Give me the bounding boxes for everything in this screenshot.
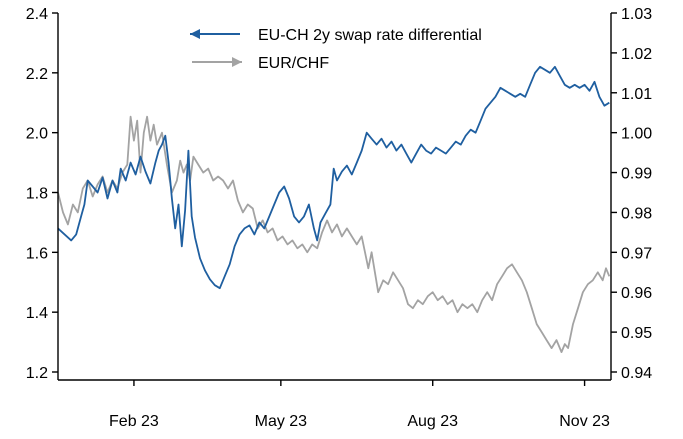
right-y-tick-label: 0.95: [621, 325, 652, 342]
right-y-tick-label: 1.03: [621, 6, 652, 23]
x-tick-label: Feb 23: [109, 413, 159, 430]
left-y-tick-label: 1.4: [26, 305, 48, 322]
x-ticks: Feb 23 May 23 Aug 23 Nov 23: [109, 380, 610, 430]
series-line-eurchf: [57, 115, 611, 354]
x-tick-label: Nov 23: [559, 413, 610, 430]
series-line-swap-differential: [57, 65, 610, 290]
plot-area: [57, 65, 611, 354]
right-y-tick-label: 0.98: [621, 205, 652, 222]
left-y-tick-label: 2.0: [26, 126, 48, 143]
axes: 1.21.41.61.82.02.22.4 0.940.950.960.970.…: [26, 6, 652, 430]
right-y-tick-label: 1.02: [621, 46, 652, 63]
legend-label-eurchf: EUR/CHF: [258, 55, 329, 72]
right-y-tick-label: 0.96: [621, 285, 652, 302]
legend-label-swap: EU-CH 2y swap rate differential: [258, 27, 482, 44]
right-y-tick-label: 0.97: [621, 245, 652, 262]
legend-item-swap: EU-CH 2y swap rate differential: [190, 27, 482, 44]
legend-arrow-right-icon: [232, 57, 242, 67]
right-y-tick-label: 1.01: [621, 86, 652, 103]
right-y-ticks: 0.94 0.95 0.96 0.97 0.98 0.99 1.00 1.01 1.02 1.03: [611, 6, 652, 382]
left-y-ticks: 1.2 1.4 1.6 1.8 2.0 2.2 2.4: [26, 6, 58, 382]
left-y-tick-label: 1.6: [26, 245, 48, 262]
legend-item-eurchf: EUR/CHF: [192, 55, 329, 72]
left-y-tick-label: 2.4: [26, 6, 48, 23]
left-y-tick-label: 1.8: [26, 186, 48, 203]
legend-arrow-left-icon: [190, 29, 200, 39]
x-tick-label: Aug 23: [407, 413, 458, 430]
right-y-tick-label: 0.94: [621, 365, 652, 382]
right-y-tick-label: 0.99: [621, 166, 652, 183]
x-tick-label: May 23: [255, 413, 308, 430]
left-y-tick-label: 2.2: [26, 66, 48, 83]
right-y-tick-label: 1.00: [621, 126, 652, 143]
legend: EU-CH 2y swap rate differential EUR/CHF: [190, 27, 482, 72]
left-y-tick-label: 1.2: [26, 365, 48, 382]
